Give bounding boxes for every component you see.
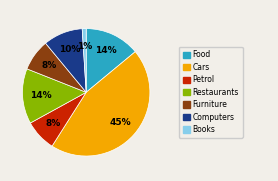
Text: 1%: 1% [77,42,92,51]
Text: 14%: 14% [95,46,116,55]
Text: 10%: 10% [59,45,80,54]
Wedge shape [30,92,86,146]
Text: 8%: 8% [41,61,57,70]
Wedge shape [82,29,86,92]
Wedge shape [23,69,86,123]
Text: 8%: 8% [45,119,60,128]
Wedge shape [52,52,150,156]
Legend: Food, Cars, Petrol, Restaurants, Furniture, Computers, Books: Food, Cars, Petrol, Restaurants, Furnitu… [179,47,243,138]
Text: 45%: 45% [110,118,131,127]
Wedge shape [86,29,135,92]
Text: 14%: 14% [29,91,51,100]
Wedge shape [27,43,86,92]
Wedge shape [46,29,86,92]
